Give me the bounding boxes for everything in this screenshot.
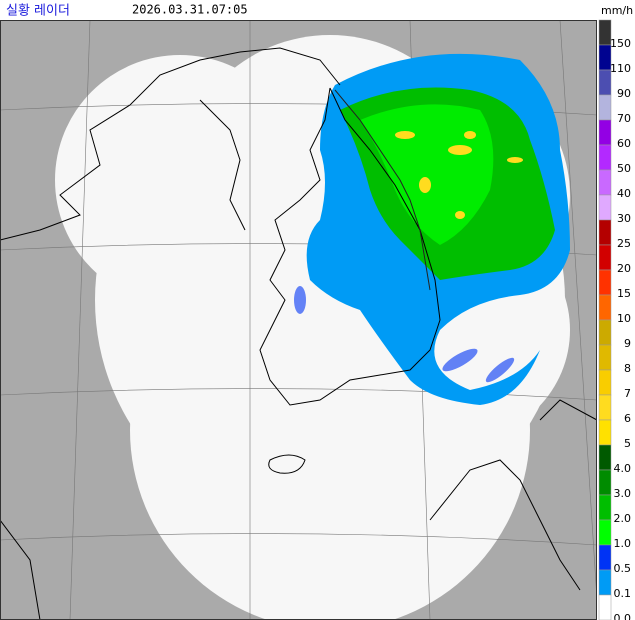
legend-swatch [598,494,612,521]
legend-label: 0.0 [614,612,632,620]
timestamp: 2026.03.31.07:05 [132,3,248,17]
legend-swatch [598,169,612,196]
legend-label: 0.1 [614,587,632,600]
legend-swatch [598,219,612,246]
legend-label: 9 [624,337,631,350]
legend-label: 150 [610,37,631,50]
legend-label: 20 [617,262,631,275]
legend-label: 70 [617,112,631,125]
page-title: 실황 레이더 [6,4,70,19]
legend-label: 2.0 [614,512,632,525]
border-line [334,89,431,291]
legend-swatch [598,144,612,171]
rain-area-moderate-2 [360,104,494,245]
legend-label: 1.0 [614,537,632,550]
legend-swatch [598,294,612,321]
legend-label: 5 [624,437,631,450]
legend-swatch [598,269,612,296]
map [0,20,597,620]
legend-label: 7 [624,387,631,400]
legend-swatch [598,244,612,271]
legend: 150 110 90 70 60 50 40 30 25 20 15 10 9 8 7 6 5 4.0 3.0 2.0… [598,19,632,620]
legend-swatch [598,444,612,471]
legend-swatch [598,69,612,96]
legend-swatch [598,519,612,546]
coastlines [0,47,597,620]
legend-label: 10 [617,312,631,325]
legend-swatch [598,319,612,346]
legend-swatch [598,469,612,496]
legend-swatch [598,544,612,571]
legend-swatch [598,569,612,596]
legend-label: 40 [617,187,631,200]
legend-label: 3.0 [614,487,632,500]
legend-swatch [598,344,612,371]
legend-swatch [598,119,612,146]
legend-swatch [598,94,612,121]
rain-streaks [294,286,515,383]
legend-label: 60 [617,137,631,150]
legend-label: 15 [617,287,631,300]
legend-label: 0.5 [614,562,632,575]
legend-swatch [598,594,612,620]
legend-label: 8 [624,362,631,375]
legend-label: 4.0 [614,462,632,475]
legend-label: 6 [624,412,631,425]
legend-label: 50 [617,162,631,175]
legend-label: 30 [617,212,631,225]
legend-label: 90 [617,87,631,100]
legend-swatch [598,369,612,396]
legend-label: 25 [617,237,631,250]
legend-swatch [598,419,612,446]
legend-swatch [598,194,612,221]
legend-swatch [598,394,612,421]
legend-label: 110 [610,62,631,75]
rain-area-heavy [395,131,523,219]
legend-unit: mm/h [601,4,633,17]
